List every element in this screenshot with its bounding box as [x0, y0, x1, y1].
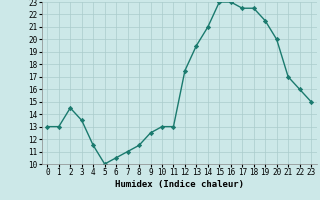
X-axis label: Humidex (Indice chaleur): Humidex (Indice chaleur) [115, 180, 244, 189]
